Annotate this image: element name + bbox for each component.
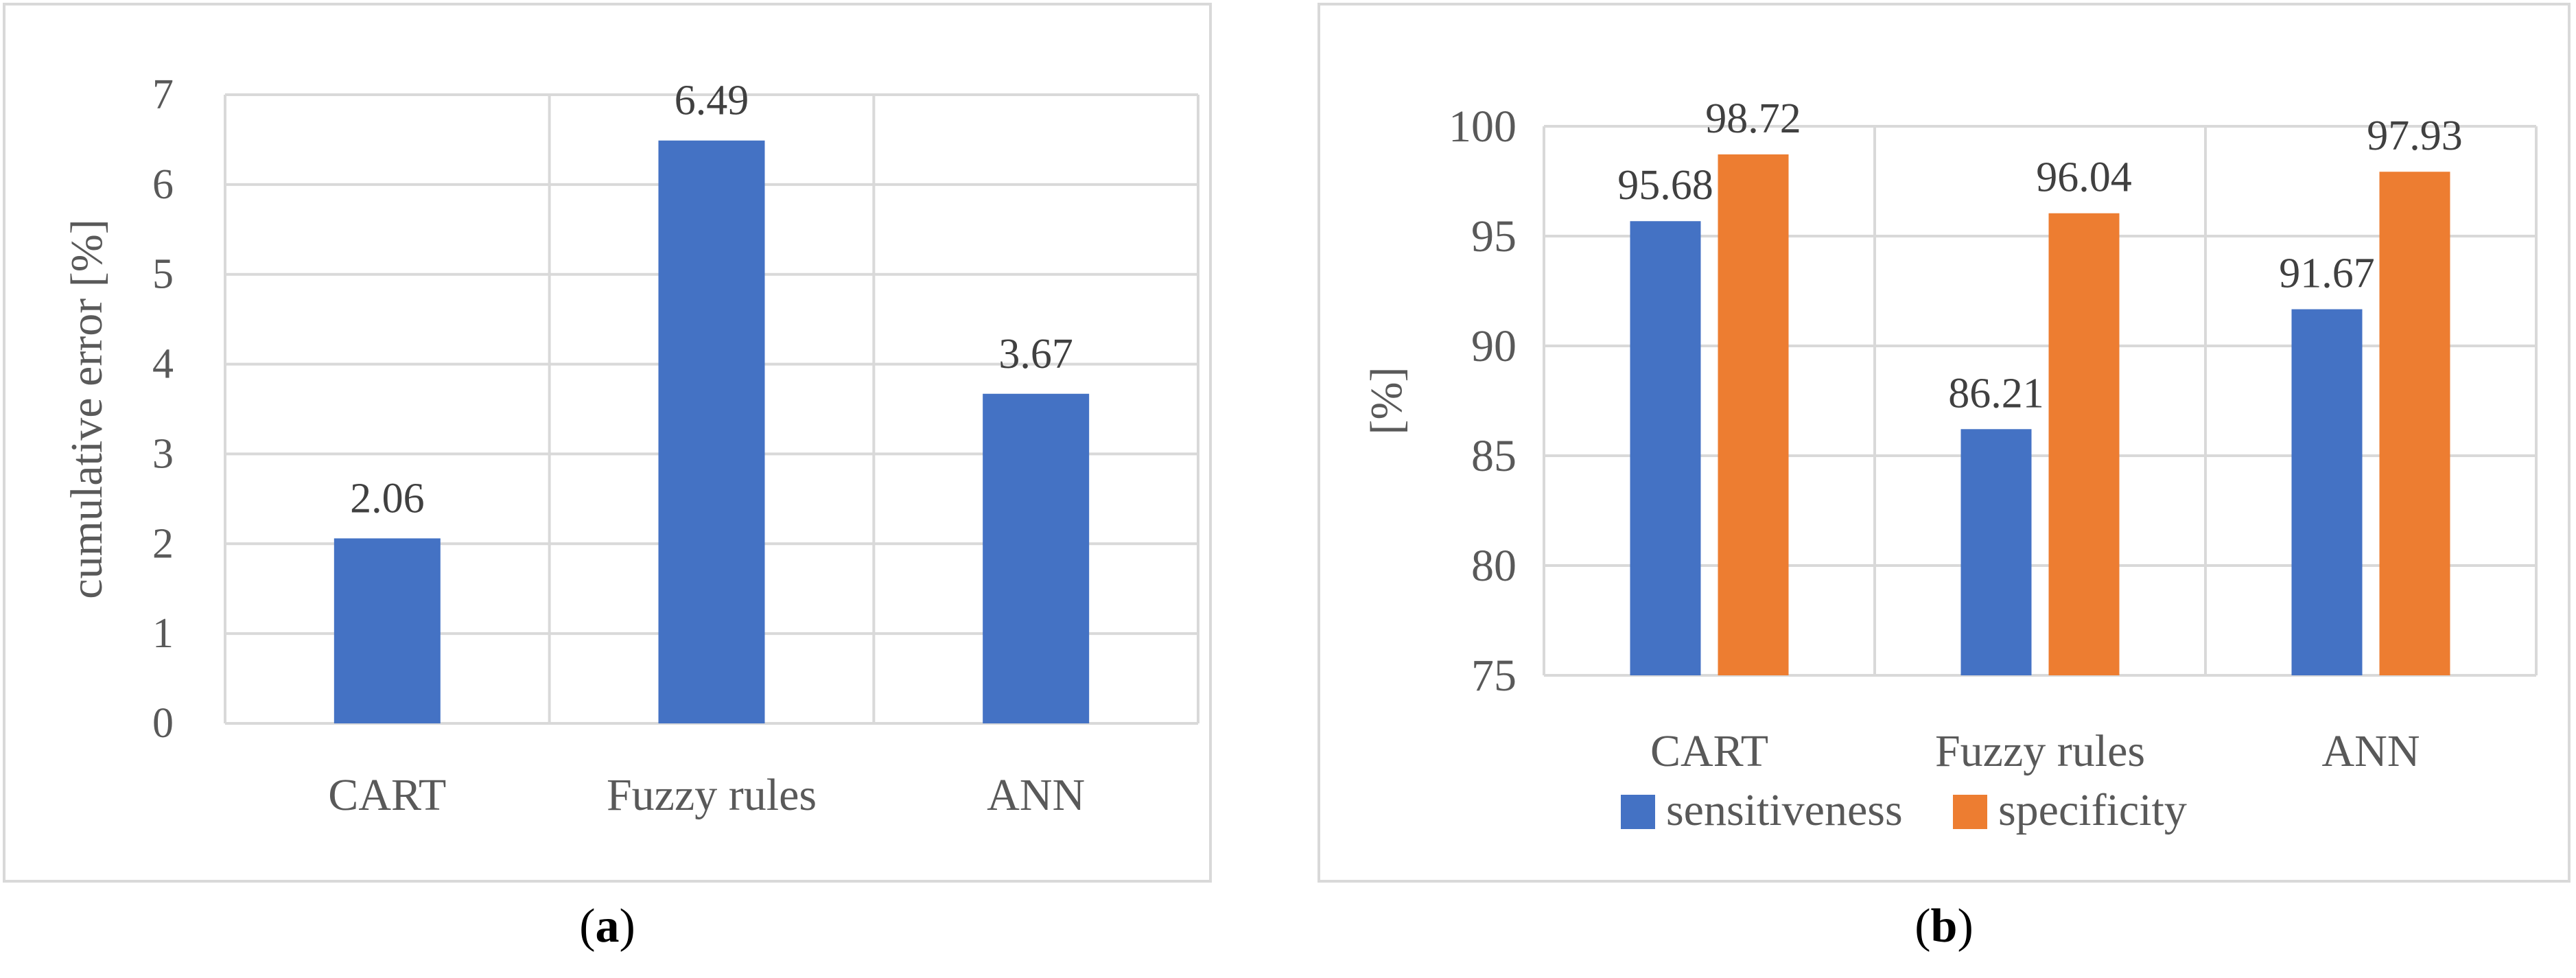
legend-swatch-sensitiveness xyxy=(1621,795,1655,829)
data-label: 3.67 xyxy=(998,331,1073,377)
x-tick-label: CART xyxy=(328,770,446,820)
y-tick-label: 95 xyxy=(1471,211,1517,261)
data-label: 98.72 xyxy=(1705,95,1801,142)
chart-a: 0 1 2 3 4 5 6 7 2.06 CART 6.49 Fuzzy rules 3.67 ANN cu… xyxy=(62,71,1199,820)
caption-b: (b) xyxy=(1915,900,1974,953)
bar-specificity xyxy=(1718,154,1789,675)
y-tick-label: 2 xyxy=(152,520,174,567)
y-tick-label: 4 xyxy=(152,341,174,388)
chart-b: 75 80 85 90 95 100 95.68 98.72 CART 86.21 96.04 Fuz… xyxy=(1361,95,2538,835)
bar xyxy=(333,538,441,723)
bar xyxy=(983,393,1090,723)
y-tick-label: 1 xyxy=(152,610,174,657)
x-tick-label: CART xyxy=(1650,726,1768,776)
data-label: 2.06 xyxy=(350,475,425,522)
y-tick-label: 3 xyxy=(152,430,174,477)
bar-sensitiveness xyxy=(1960,429,2032,675)
legend-swatch-specificity xyxy=(1953,795,1987,829)
y-tick-label: 90 xyxy=(1471,321,1517,371)
y-tick-label: 7 xyxy=(152,71,174,118)
chart-panel-b: 75 80 85 90 95 100 95.68 98.72 CART 86.21 96.04 Fuz… xyxy=(1318,3,2571,883)
data-label: 96.04 xyxy=(2036,154,2132,201)
x-tick-label: Fuzzy rules xyxy=(1935,726,2145,776)
y-tick-label: 0 xyxy=(152,700,174,747)
legend-label: sensitiveness xyxy=(1666,785,1903,835)
y-tick-label: 85 xyxy=(1471,431,1517,481)
x-tick-label: Fuzzy rules xyxy=(607,770,817,820)
bar-sensitiveness xyxy=(1630,221,1701,675)
bar-specificity xyxy=(2379,172,2450,676)
y-tick-label: 80 xyxy=(1471,541,1517,591)
x-tick-label: ANN xyxy=(2322,726,2420,776)
data-label: 6.49 xyxy=(675,78,749,124)
bar xyxy=(658,140,765,724)
data-label: 95.68 xyxy=(1617,162,1713,209)
y-tick-label: 5 xyxy=(152,251,174,298)
data-label: 91.67 xyxy=(2279,251,2375,297)
data-label: 97.93 xyxy=(2367,113,2463,159)
legend-label: specificity xyxy=(1998,785,2187,835)
y-tick-label: 100 xyxy=(1449,102,1517,152)
data-label: 86.21 xyxy=(1948,370,2044,417)
y-axis-title: [%] xyxy=(1361,367,1412,435)
chart-panel-a: 0 1 2 3 4 5 6 7 2.06 CART 6.49 Fuzzy rules 3.67 ANN cu… xyxy=(3,3,1212,883)
bar-specificity xyxy=(2048,213,2120,676)
caption-a: (a) xyxy=(579,900,635,953)
bar-sensitiveness xyxy=(2291,309,2363,675)
y-tick-label: 75 xyxy=(1471,651,1517,701)
y-tick-label: 6 xyxy=(152,161,174,208)
x-tick-label: ANN xyxy=(987,770,1085,820)
y-axis-title: cumulative error [%] xyxy=(62,219,112,598)
